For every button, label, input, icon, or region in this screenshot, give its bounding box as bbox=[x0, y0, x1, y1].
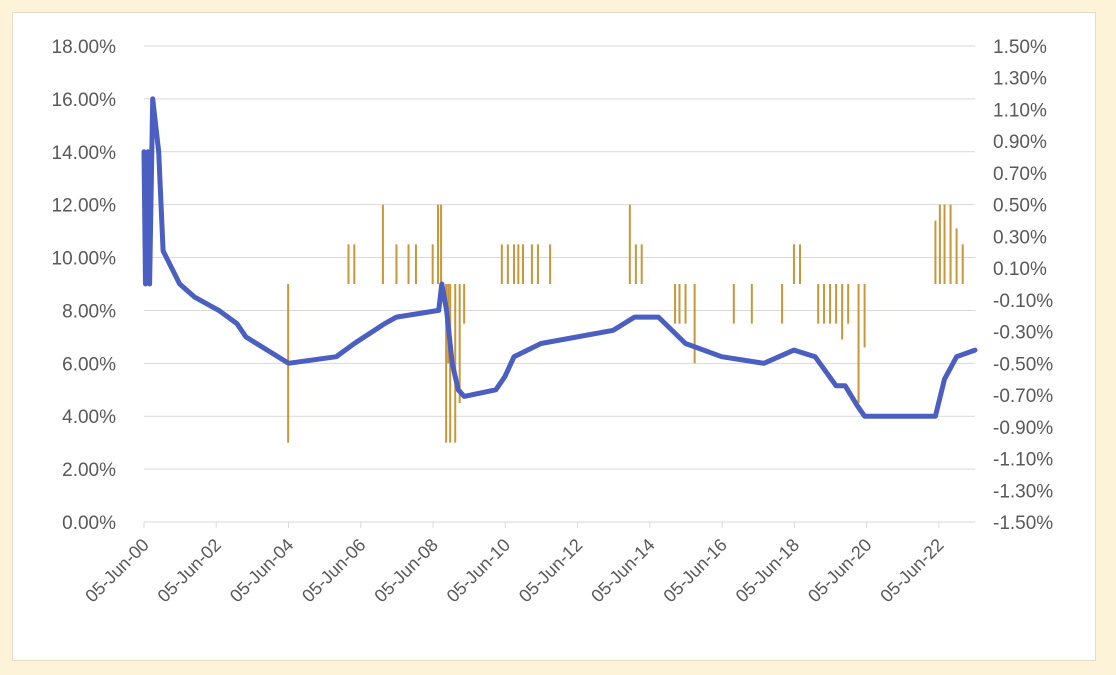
left-tick-label: 10.00% bbox=[52, 249, 117, 270]
change-bar bbox=[835, 284, 838, 324]
change-bar bbox=[829, 284, 832, 324]
left-axis-ticks: 0.00% 2.00% 4.00% 6.00% 8.00% 10.00% 12.00% 14.… bbox=[52, 37, 117, 534]
change-bar bbox=[506, 244, 509, 284]
right-tick-label: 0.10% bbox=[993, 259, 1047, 280]
change-bar bbox=[678, 284, 681, 324]
change-bar bbox=[798, 244, 801, 284]
change-bar bbox=[458, 284, 461, 403]
right-tick-label: -1.10% bbox=[993, 450, 1053, 471]
change-bar bbox=[847, 284, 850, 324]
change-bar bbox=[530, 244, 533, 284]
change-bar bbox=[857, 284, 860, 403]
change-bar bbox=[949, 204, 952, 284]
change-bar bbox=[463, 284, 466, 324]
change-bar bbox=[407, 244, 410, 284]
gridlines bbox=[144, 45, 975, 523]
change-bar bbox=[431, 244, 434, 284]
change-bar bbox=[628, 204, 631, 284]
right-tick-label: 1.30% bbox=[993, 69, 1047, 90]
change-bar bbox=[521, 244, 524, 284]
change-bar bbox=[353, 244, 356, 284]
x-tick-label: 05-Jun-06 bbox=[298, 535, 369, 606]
right-axis-ticks: -1.50% -1.30% -1.10% -0.90% -0.70% -0.50% -0.3… bbox=[993, 37, 1053, 534]
change-bar bbox=[938, 204, 941, 284]
change-bar bbox=[517, 244, 520, 284]
left-tick-label: 14.00% bbox=[52, 143, 117, 164]
combo-chart: 0.00% 2.00% 4.00% 6.00% 8.00% 10.00% 12.00% 14.… bbox=[52, 37, 1054, 606]
change-bar bbox=[792, 244, 795, 284]
left-tick-label: 16.00% bbox=[52, 90, 117, 111]
change-bar bbox=[961, 244, 964, 284]
change-bar bbox=[414, 244, 417, 284]
right-tick-label: 1.50% bbox=[993, 37, 1047, 58]
change-bar bbox=[934, 220, 937, 284]
left-tick-label: 4.00% bbox=[62, 407, 116, 428]
change-bar bbox=[512, 244, 515, 284]
change-bar bbox=[823, 284, 826, 324]
change-bar bbox=[536, 244, 539, 284]
change-bar bbox=[955, 228, 958, 284]
change-bar bbox=[817, 284, 820, 324]
chart-frame: 0.00% 2.00% 4.00% 6.00% 8.00% 10.00% 12.00% 14.… bbox=[12, 12, 1096, 661]
x-tick-label: 05-Jun-08 bbox=[370, 535, 441, 606]
right-tick-label: -1.30% bbox=[993, 481, 1053, 502]
left-tick-label: 12.00% bbox=[52, 196, 117, 217]
x-tick-label: 05-Jun-12 bbox=[515, 535, 586, 606]
x-tick-label: 05-Jun-18 bbox=[732, 535, 803, 606]
change-bar bbox=[693, 284, 696, 364]
change-bar bbox=[634, 244, 637, 284]
right-tick-label: 0.50% bbox=[993, 196, 1047, 217]
x-tick-label: 05-Jun-14 bbox=[587, 535, 658, 606]
change-bar bbox=[395, 244, 398, 284]
change-bar bbox=[674, 284, 677, 324]
change-bar bbox=[684, 284, 687, 324]
right-tick-label: 0.70% bbox=[993, 164, 1047, 185]
change-bar bbox=[732, 284, 735, 324]
right-tick-label: -0.50% bbox=[993, 354, 1053, 375]
change-bar bbox=[549, 244, 552, 284]
left-tick-label: 0.00% bbox=[62, 513, 116, 534]
x-tick-label: 05-Jun-04 bbox=[226, 535, 297, 606]
change-bar bbox=[841, 284, 844, 340]
change-bar bbox=[640, 244, 643, 284]
rate-line bbox=[141, 96, 978, 419]
right-tick-label: -0.90% bbox=[993, 418, 1053, 439]
rate-line-group bbox=[141, 96, 978, 419]
right-tick-label: -0.70% bbox=[993, 386, 1053, 407]
change-bar bbox=[445, 284, 448, 443]
right-tick-label: -0.10% bbox=[993, 291, 1053, 312]
x-tick-label: 05-Jun-16 bbox=[660, 535, 731, 606]
right-tick-label: 0.30% bbox=[993, 227, 1047, 248]
left-tick-label: 2.00% bbox=[62, 460, 116, 481]
change-bar bbox=[863, 284, 866, 348]
change-bar bbox=[500, 244, 503, 284]
x-axis-ticks: 05-Jun-00 05-Jun-02 05-Jun-04 05-Jun-06 05-J… bbox=[81, 522, 948, 606]
change-bar bbox=[454, 284, 457, 443]
right-tick-label: 0.90% bbox=[993, 132, 1047, 153]
change-bar bbox=[781, 284, 784, 324]
x-tick-label: 05-Jun-22 bbox=[876, 535, 947, 606]
change-bar bbox=[437, 204, 440, 284]
right-tick-label: -1.50% bbox=[993, 513, 1053, 534]
right-tick-label: -0.30% bbox=[993, 323, 1053, 344]
left-tick-label: 6.00% bbox=[62, 354, 116, 375]
x-tick-label: 05-Jun-02 bbox=[154, 535, 225, 606]
change-bar bbox=[381, 204, 384, 284]
left-tick-label: 18.00% bbox=[52, 37, 117, 58]
x-tick-label: 05-Jun-20 bbox=[804, 535, 875, 606]
change-bar bbox=[440, 204, 443, 284]
change-bar bbox=[750, 284, 753, 324]
right-tick-label: 1.10% bbox=[993, 100, 1047, 121]
x-tick-label: 05-Jun-00 bbox=[81, 535, 152, 606]
left-tick-label: 8.00% bbox=[62, 301, 116, 322]
change-bar bbox=[943, 204, 946, 284]
x-tick-label: 05-Jun-10 bbox=[443, 535, 514, 606]
change-bar bbox=[347, 244, 350, 284]
